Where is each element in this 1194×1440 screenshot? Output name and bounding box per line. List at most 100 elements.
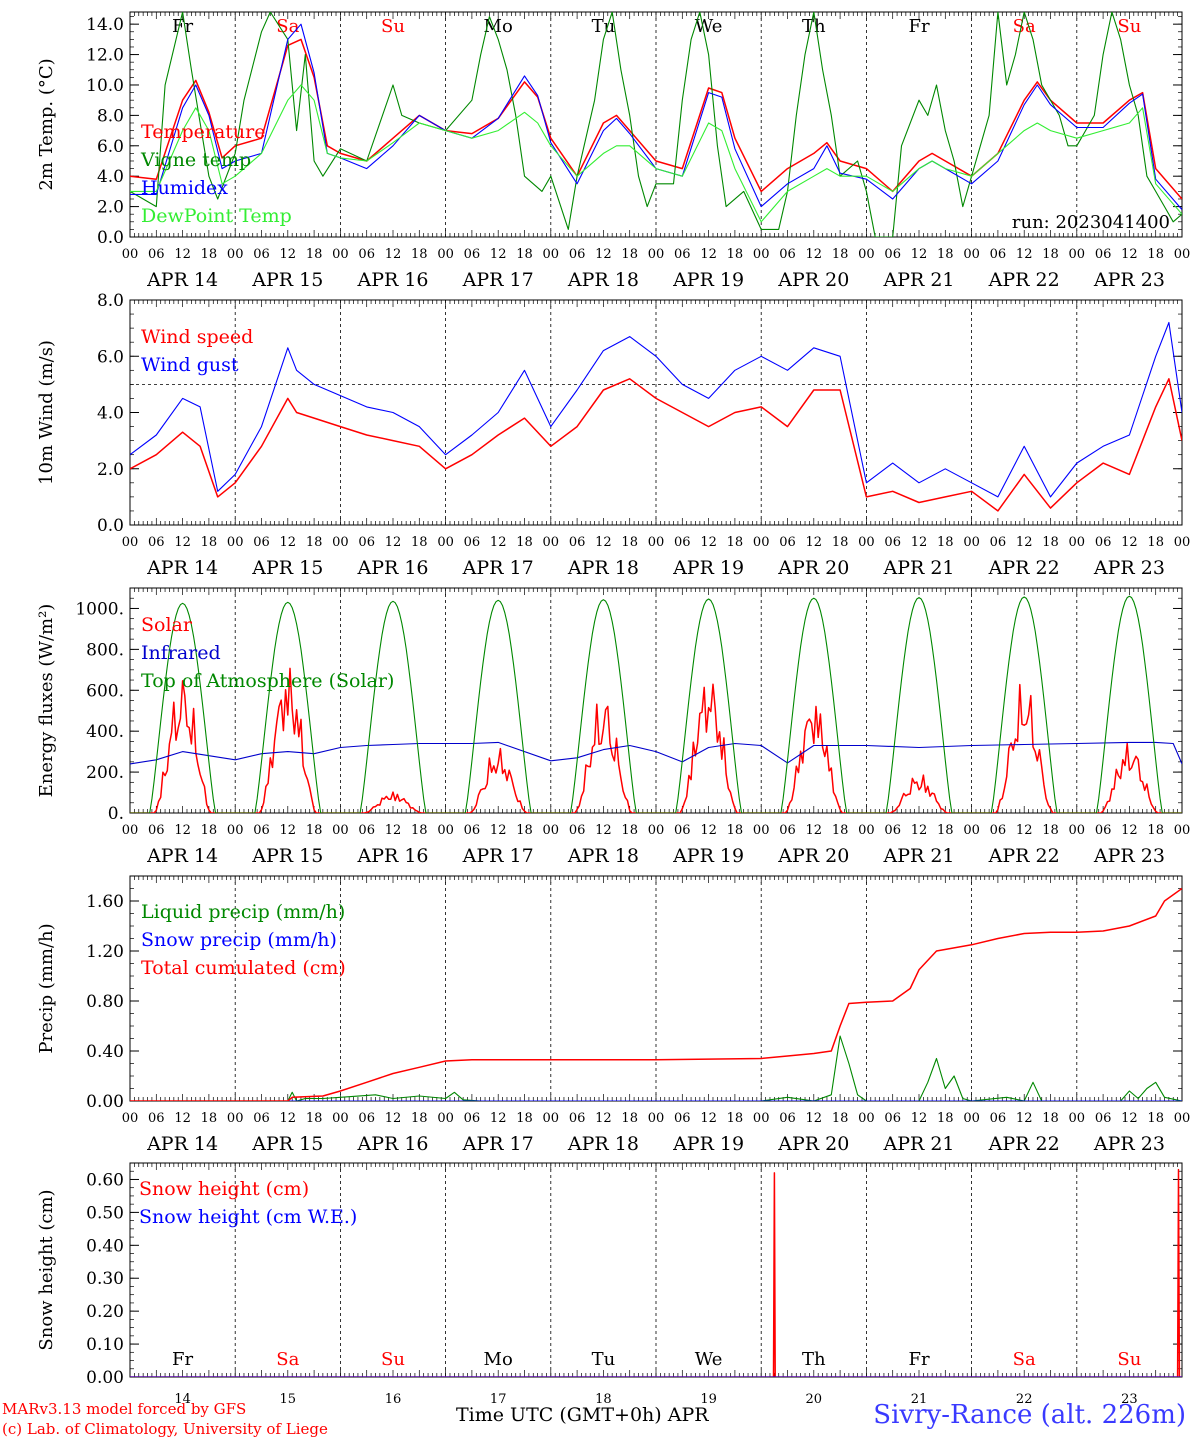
hour-tick-label: 18 — [306, 535, 323, 550]
hour-tick-label: 12 — [385, 247, 402, 262]
date-label: APR 14 — [146, 269, 218, 291]
legend-entry: Infrared — [141, 642, 221, 664]
hour-tick-label: 06 — [464, 1111, 481, 1126]
legend-entry: Wind gust — [141, 354, 239, 376]
weekday-label: Su — [381, 1349, 405, 1370]
date-label: APR 21 — [882, 557, 954, 579]
hour-tick-label: 06 — [779, 535, 796, 550]
date-label: APR 23 — [1093, 269, 1165, 291]
hour-tick-label: 00 — [753, 1111, 770, 1126]
hour-tick-label: 18 — [1147, 247, 1164, 262]
hour-tick-label: 18 — [306, 823, 323, 838]
hour-tick-label: 00 — [227, 1111, 244, 1126]
hour-tick-label: 18 — [411, 247, 428, 262]
hour-tick-label: 00 — [332, 247, 349, 262]
hour-tick-label: 00 — [437, 535, 454, 550]
date-label: APR 16 — [356, 845, 428, 867]
hour-tick-label: 12 — [911, 1111, 928, 1126]
legend-entry: Vigne temp — [140, 149, 251, 171]
date-label: APR 17 — [462, 845, 534, 867]
hour-tick-label: 18 — [306, 247, 323, 262]
date-label: APR 21 — [882, 269, 954, 291]
y-tick-label: 1.20 — [86, 942, 124, 962]
hour-tick-label: 00 — [858, 247, 875, 262]
date-label: APR 17 — [462, 269, 534, 291]
hour-tick-label: 18 — [621, 1111, 638, 1126]
hour-tick-label: 18 — [832, 823, 849, 838]
hour-tick-label: 18 — [1042, 823, 1059, 838]
hour-tick-label: 06 — [148, 1111, 165, 1126]
legend-entry: Snow height (cm W.E.) — [139, 1206, 357, 1228]
date-label: APR 22 — [988, 557, 1060, 579]
y-tick-label: 0.0 — [97, 516, 124, 536]
legend-entry: DewPoint Temp — [141, 205, 292, 227]
y-tick-label: 4.0 — [97, 404, 124, 424]
hour-tick-label: 18 — [937, 823, 954, 838]
date-label: APR 21 — [882, 845, 954, 867]
hour-tick-label: 12 — [385, 535, 402, 550]
hour-tick-label: 06 — [779, 247, 796, 262]
hour-tick-label: 18 — [937, 1111, 954, 1126]
y-tick-label: 0.00 — [86, 1368, 124, 1388]
y-tick-label: 0.40 — [86, 1236, 124, 1256]
y-tick-label: 10.0 — [86, 76, 124, 96]
day-number-label: 15 — [280, 1392, 297, 1407]
model-credit: MARv3.13 model forced by GFS — [2, 1400, 246, 1418]
hour-tick-label: 00 — [1174, 535, 1191, 550]
hour-tick-label: 00 — [648, 1111, 665, 1126]
hour-tick-label: 06 — [990, 823, 1007, 838]
day-number-label: 16 — [385, 1392, 402, 1407]
series-group — [130, 12, 1182, 237]
weekday-label: Mo — [484, 1349, 513, 1370]
hour-tick-label: 00 — [122, 823, 139, 838]
hour-tick-label: 00 — [332, 1111, 349, 1126]
hour-tick-label: 18 — [201, 535, 218, 550]
hour-tick-label: 18 — [727, 1111, 744, 1126]
hour-tick-label: 18 — [411, 823, 428, 838]
date-label: APR 17 — [462, 1133, 534, 1155]
hour-tick-label: 06 — [464, 535, 481, 550]
date-label: APR 19 — [672, 269, 744, 291]
panel-4: 0.000.400.801.201.60Precip (mm/h)00 06 12 1… — [36, 876, 1190, 1155]
weekday-label: Sa — [276, 1349, 299, 1370]
hour-tick-label: 12 — [1121, 1111, 1138, 1126]
hour-tick-label: 06 — [779, 1111, 796, 1126]
hour-tick-label: 00 — [648, 823, 665, 838]
date-label: APR 14 — [146, 845, 218, 867]
hour-tick-label: 18 — [621, 823, 638, 838]
hour-tick-label: 12 — [911, 247, 928, 262]
hour-tick-label: 00 — [858, 1111, 875, 1126]
date-label: APR 15 — [251, 269, 323, 291]
hour-tick-label: 00 — [1069, 535, 1086, 550]
hour-tick-label: 12 — [490, 1111, 507, 1126]
date-label: APR 21 — [882, 1133, 954, 1155]
panel-5: 0.000.100.200.300.400.500.60Snow height … — [36, 1163, 1182, 1407]
hour-tick-label: 18 — [832, 1111, 849, 1126]
y-tick-label: 0. — [108, 804, 124, 824]
hour-tick-label: 18 — [727, 535, 744, 550]
hour-tick-label: 12 — [280, 535, 297, 550]
hour-tick-label: 06 — [779, 823, 796, 838]
hour-tick-label: 18 — [621, 247, 638, 262]
hour-tick-label: 18 — [937, 535, 954, 550]
hour-tick-label: 18 — [1042, 1111, 1059, 1126]
y-tick-label: 0.30 — [86, 1269, 124, 1289]
date-label: APR 18 — [567, 557, 639, 579]
hour-tick-label: 00 — [227, 823, 244, 838]
weekday-label: Fr — [172, 16, 193, 37]
hour-tick-label: 00 — [543, 247, 560, 262]
date-label: APR 16 — [356, 557, 428, 579]
date-label: APR 22 — [988, 269, 1060, 291]
weekday-label: We — [695, 1349, 723, 1370]
hour-tick-label: 00 — [122, 535, 139, 550]
hour-tick-label: 00 — [332, 823, 349, 838]
y-tick-label: 0.10 — [86, 1335, 124, 1355]
hour-tick-label: 18 — [1147, 535, 1164, 550]
date-label: APR 16 — [356, 1133, 428, 1155]
y-tick-label: 0.00 — [86, 1092, 124, 1112]
hour-tick-label: 18 — [201, 247, 218, 262]
hour-tick-label: 06 — [674, 247, 691, 262]
hour-tick-label: 18 — [516, 823, 533, 838]
hour-tick-label: 06 — [358, 535, 375, 550]
date-label: APR 20 — [777, 269, 849, 291]
